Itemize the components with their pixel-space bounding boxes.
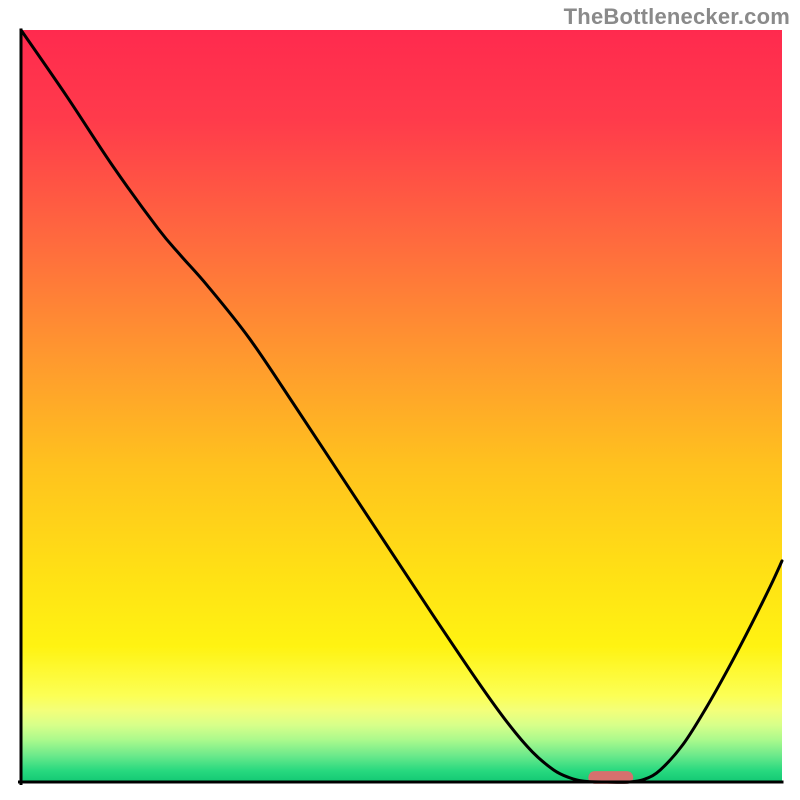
chart-svg (0, 0, 800, 800)
gradient-background (21, 30, 782, 782)
watermark-text: TheBottlenecker.com (564, 4, 790, 30)
bottleneck-chart: TheBottlenecker.com (0, 0, 800, 800)
